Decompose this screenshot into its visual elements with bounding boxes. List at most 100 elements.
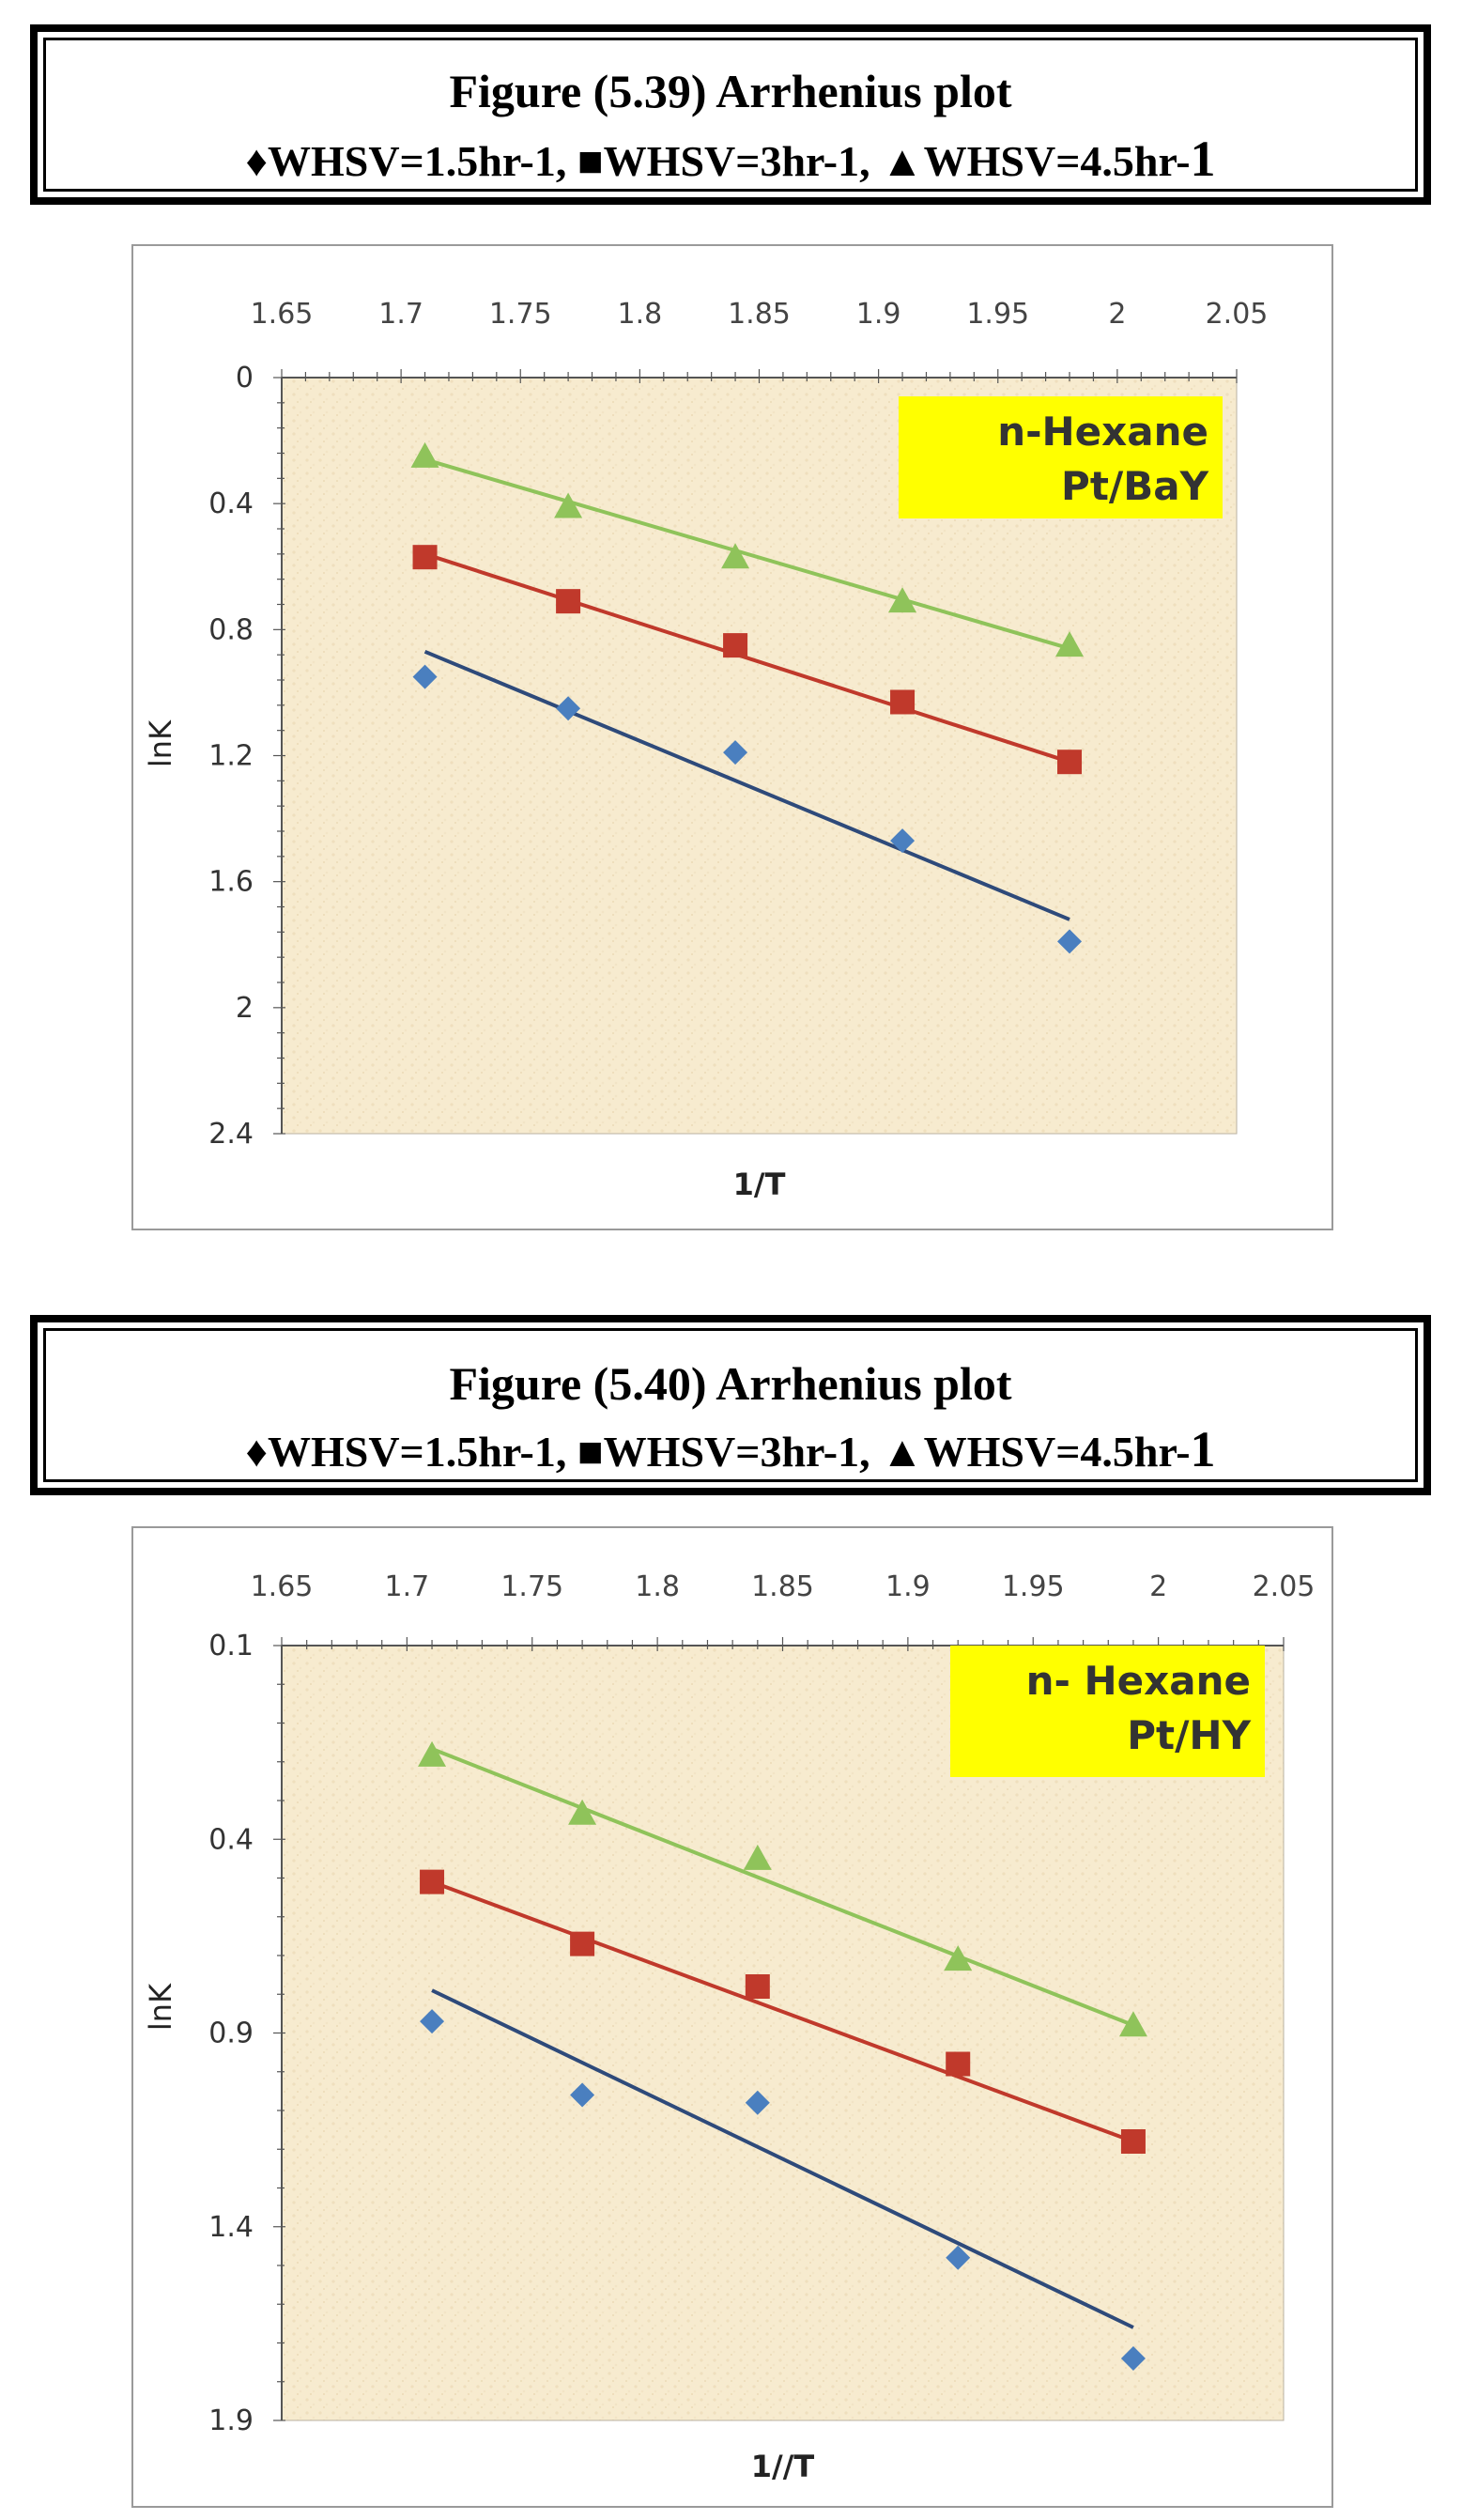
x-tick-label: 1.65 xyxy=(251,298,314,331)
legend-triangle-symbol: ▲ xyxy=(881,137,924,185)
legend-label: WHSV=4.5hr- xyxy=(923,137,1191,185)
square-point xyxy=(890,689,916,715)
diamond-point xyxy=(1057,929,1083,954)
diamond-point xyxy=(890,828,916,854)
figure-caption-box: Figure (5.39) Arrhenius plot ♦WHSV=1.5hr… xyxy=(30,24,1431,205)
x-tick-label: 2 xyxy=(1108,298,1126,331)
trend-line xyxy=(423,457,1070,651)
trend-line xyxy=(431,1988,1134,2329)
diamond-point xyxy=(723,740,748,765)
square-point xyxy=(420,1869,445,1894)
y-tick-label: 0.9 xyxy=(208,2018,254,2050)
legend-label: WHSV=3hr-1, xyxy=(603,137,870,185)
x-tick-label: 1.8 xyxy=(618,298,663,331)
x-tick-label: 1.75 xyxy=(489,298,552,331)
y-axis-label: lnK xyxy=(143,1983,178,2031)
legend-label: WHSV=1.5hr-1, xyxy=(267,1428,567,1476)
y-tick-label: 1.6 xyxy=(208,866,254,899)
square-point xyxy=(723,633,748,658)
annotation-line: Pt/HY xyxy=(1127,1712,1251,1758)
trend-line xyxy=(423,551,1070,765)
trend-line xyxy=(431,1879,1134,2143)
x-tick-label: 1.7 xyxy=(378,298,423,331)
legend-label: WHSV=4.5hr- xyxy=(923,1428,1191,1476)
chart-frame: 1.65 1.7 1.75 1.8 1.85 1.9 1.95 2 2.05 0 0.4 0.8 1.2… xyxy=(131,244,1333,1230)
x-tick-label: 1.85 xyxy=(728,298,791,331)
figure-caption-legend: ♦WHSV=1.5hr-1, ■WHSV=3hr-1, ▲WHSV=4.5hr-… xyxy=(38,130,1424,188)
series-triangle xyxy=(410,441,1085,657)
diamond-point xyxy=(946,2245,971,2270)
x-tick-label: 1.95 xyxy=(966,298,1029,331)
diamond-point xyxy=(556,696,581,721)
x-axis-label: 1/T xyxy=(733,1167,786,1202)
triangle-point xyxy=(721,543,750,569)
figure-caption-box: Figure (5.40) Arrhenius plot ♦WHSV=1.5hr… xyxy=(30,1315,1431,1495)
annotation-background xyxy=(950,1646,1265,1777)
y-tick-label: 0 xyxy=(236,362,254,394)
y-tick-label: 0.8 xyxy=(208,613,254,646)
diamond-point xyxy=(420,2009,445,2034)
annotation-line: Pt/BaY xyxy=(1061,463,1209,509)
legend-label-suffix: 1 xyxy=(1190,131,1216,187)
annotation-line: n-Hexane xyxy=(997,409,1208,455)
y-tick-label: 1.9 xyxy=(208,2404,254,2437)
square-point xyxy=(946,2051,971,2077)
trend-line xyxy=(423,649,1070,921)
triangle-point xyxy=(418,1740,447,1767)
triangle-point xyxy=(1055,631,1085,657)
square-point xyxy=(1120,2129,1146,2154)
x-tick-label: 2.05 xyxy=(1253,1570,1316,1603)
caption-inner-border xyxy=(43,1328,1418,1482)
triangle-point xyxy=(1118,2011,1147,2037)
square-point xyxy=(412,545,438,570)
x-tick-label: 2.05 xyxy=(1206,298,1269,331)
y-axis-label: lnK xyxy=(143,719,178,767)
legend-triangle-symbol: ▲ xyxy=(881,1428,924,1476)
x-tick-label: 2 xyxy=(1149,1570,1167,1603)
trend-line xyxy=(431,1747,1134,2028)
x-tick-label: 1.75 xyxy=(500,1570,563,1603)
y-tick-label: 0.4 xyxy=(208,1823,254,1856)
catalyst-annotation: n- Hexane Pt/HY xyxy=(950,1646,1265,1777)
diamond-point xyxy=(412,664,438,689)
arrhenius-chart-pt-bay: 1.65 1.7 1.75 1.8 1.85 1.9 1.95 2 2.05 0 0.4 0.8 1.2… xyxy=(143,298,1269,1202)
x-tick-label: 1.95 xyxy=(1002,1570,1065,1603)
diamond-point xyxy=(745,2090,770,2115)
legend-square-symbol: ■ xyxy=(577,137,604,185)
legend-label-suffix: 1 xyxy=(1190,1421,1216,1477)
arrhenius-chart-pt-hy: 1.65 1.7 1.75 1.8 1.85 1.9 1.95 2 2.05 0.1 0.4 0.9 1… xyxy=(143,1570,1316,2484)
triangle-point xyxy=(888,587,917,613)
square-point xyxy=(745,1974,770,1999)
x-tick-label: 1.9 xyxy=(885,1570,931,1603)
y-tick-label: 0.1 xyxy=(208,1630,254,1662)
annotation-background xyxy=(899,396,1223,518)
square-point xyxy=(556,589,581,614)
triangle-point xyxy=(568,1799,597,1825)
square-point xyxy=(570,1931,595,1956)
square-point xyxy=(1057,750,1083,775)
x-axis-label: 1//T xyxy=(751,2449,815,2484)
catalyst-annotation: n-Hexane Pt/BaY xyxy=(899,396,1223,518)
diamond-point xyxy=(570,2082,595,2108)
triangle-point xyxy=(410,441,439,468)
triangle-point xyxy=(554,492,583,518)
series-diamond xyxy=(412,649,1083,954)
series-square xyxy=(420,1869,1146,2154)
y-tick-label: 1.4 xyxy=(208,2211,254,2244)
triangle-point xyxy=(944,1945,973,1971)
caption-inner-border xyxy=(43,38,1418,192)
series-square xyxy=(412,545,1083,775)
figure-caption-title: Figure (5.40) Arrhenius plot xyxy=(449,1357,1012,1410)
figure-caption-legend: ♦WHSV=1.5hr-1, ■WHSV=3hr-1, ▲WHSV=4.5hr-… xyxy=(38,1420,1424,1478)
legend-label: WHSV=1.5hr-1, xyxy=(267,137,567,185)
legend-square-symbol: ■ xyxy=(577,1428,604,1476)
y-tick-label: 2 xyxy=(236,992,254,1025)
legend-label: WHSV=3hr-1, xyxy=(603,1428,870,1476)
series-diamond xyxy=(420,1988,1146,2371)
x-tick-label: 1.85 xyxy=(751,1570,814,1603)
x-tick-label: 1.9 xyxy=(856,298,901,331)
y-tick-label: 0.4 xyxy=(208,487,254,520)
legend-diamond-symbol: ♦ xyxy=(245,1428,268,1476)
x-tick-label: 1.7 xyxy=(385,1570,430,1603)
y-tick-label: 1.2 xyxy=(208,740,254,773)
